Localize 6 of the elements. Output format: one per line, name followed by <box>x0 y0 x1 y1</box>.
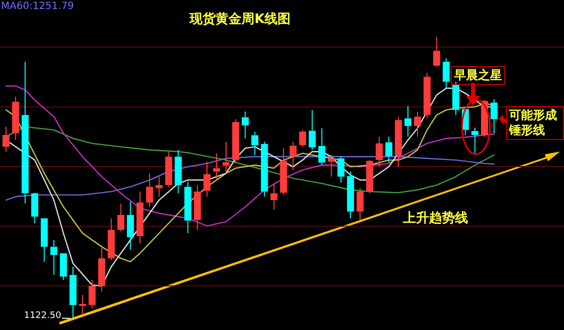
annotation: 早晨之星 <box>451 66 505 85</box>
annotation: 1122.50 <box>24 311 62 323</box>
text: MA60:1251.79 <box>1 1 74 14</box>
annotation: 上升趋势线 <box>403 211 468 228</box>
chart-title: 现货黄金周K线图 <box>188 12 292 28</box>
text: 可能形成锤形线 <box>506 106 564 140</box>
